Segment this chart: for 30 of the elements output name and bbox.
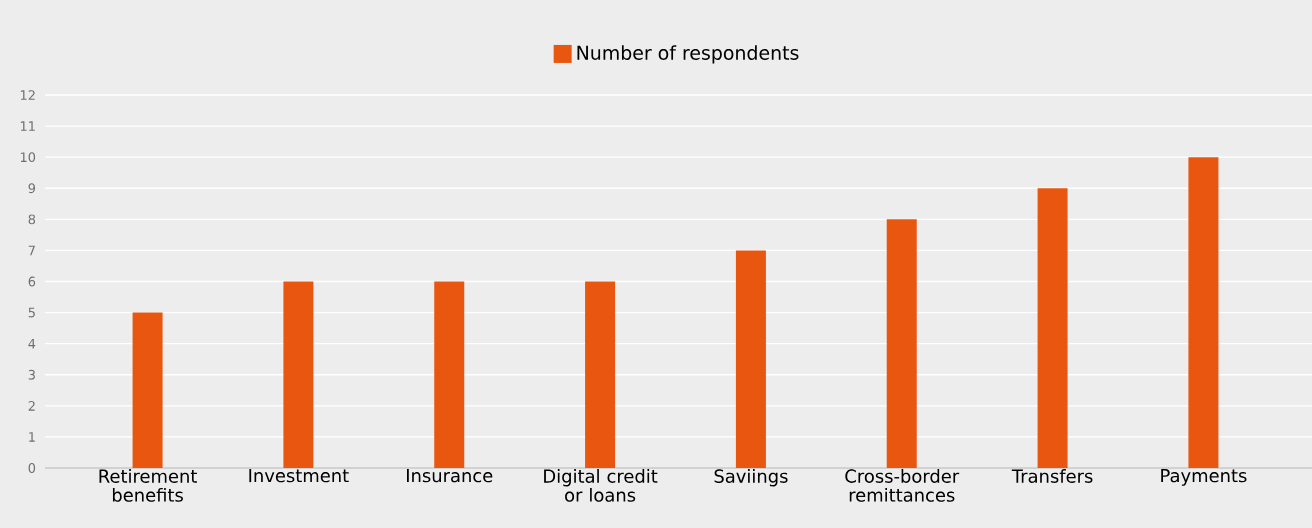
legend-label: Number of respondents [577, 45, 799, 64]
y-tick-label: 5 [28, 307, 35, 318]
x-tick-label: Payments [1161, 469, 1247, 486]
y-tick-label: 6 [28, 276, 36, 287]
y-tick-label: 3 [28, 369, 35, 380]
x-tick-label: Saviings [714, 469, 788, 487]
x-tick-label: Digital credit or loans [544, 469, 658, 502]
y-tick-label: 1 [29, 432, 35, 442]
y-tick-label: 11 [20, 121, 35, 131]
bar [585, 281, 616, 468]
x-tick-label: Retirement benefits [99, 469, 197, 502]
bar [132, 312, 163, 468]
bar [1188, 157, 1219, 468]
bar [434, 281, 465, 468]
y-tick-label: 4 [28, 338, 36, 349]
y-tick-label: 2 [28, 401, 35, 411]
bar [283, 281, 314, 468]
bar [735, 250, 766, 468]
x-tick-label: Investment [249, 469, 349, 483]
x-tick-label: Cross-border remittances [845, 469, 960, 502]
x-tick-label: Insurance [407, 469, 493, 483]
x-tick-label: Transfers [1011, 469, 1093, 483]
y-tick-label: 9 [28, 183, 36, 194]
y-tick-label: 10 [20, 152, 36, 163]
bar [1037, 188, 1068, 468]
y-tick-label: 7 [28, 245, 35, 256]
y-tick-label: 8 [28, 214, 36, 225]
bar [886, 219, 917, 468]
y-tick-label: 12 [20, 90, 35, 100]
y-tick-label: 0 [28, 463, 36, 473]
